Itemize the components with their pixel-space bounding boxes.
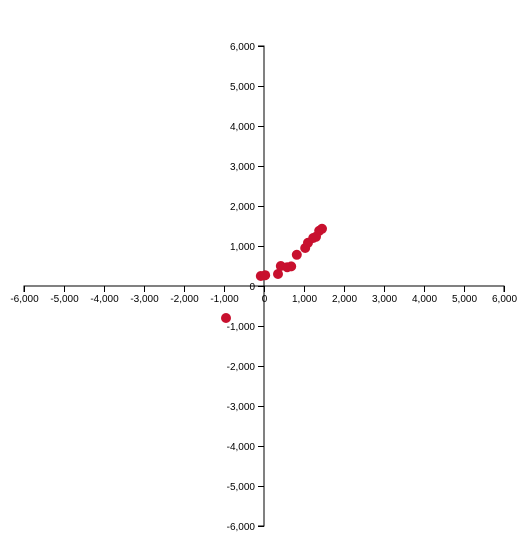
x-tick-label: -2,000	[170, 294, 199, 305]
x-tick-label: -3,000	[130, 294, 159, 305]
data-point	[286, 261, 297, 272]
x-tick-label: -4,000	[90, 294, 119, 305]
y-tick-label: 3,000	[230, 162, 255, 173]
x-tick-label: -5,000	[50, 294, 79, 305]
y-tick-label: -2,000	[227, 362, 256, 373]
x-tick-label: 0	[262, 294, 268, 305]
data-points	[221, 223, 327, 323]
y-tick-label: -4,000	[227, 442, 256, 453]
y-tick-label: 2,000	[230, 202, 255, 213]
data-point	[273, 269, 283, 279]
data-point	[221, 313, 231, 323]
x-axis: -6,000 -5,000 -4,000 -3,000 -2,000 -1,000 0 1,0…	[10, 285, 517, 305]
y-tick-label: 5,000	[230, 82, 255, 93]
x-tick-label: -1,000	[210, 294, 239, 305]
data-point	[260, 270, 271, 281]
x-tick-label: -6,000	[10, 294, 39, 305]
data-point	[317, 223, 327, 234]
y-axis: -6,000 -5,000 -4,000 -3,000 -2,000 -1,000 0 1,0…	[227, 42, 265, 533]
data-point	[291, 249, 302, 260]
y-tick-label: -3,000	[227, 402, 256, 413]
x-tick-label: 5,000	[452, 294, 477, 305]
y-tick-label: -6,000	[227, 522, 256, 533]
y-tick-label: 0	[249, 282, 255, 293]
y-tick-label: -5,000	[227, 482, 256, 493]
y-tick-label: -1,000	[227, 322, 256, 333]
x-tick-label: 1,000	[292, 294, 317, 305]
x-tick-label: 4,000	[412, 294, 437, 305]
x-tick-label: 3,000	[372, 294, 397, 305]
x-tick-label: 2,000	[332, 294, 357, 305]
y-tick-label: 4,000	[230, 122, 255, 133]
y-tick-label: 1,000	[230, 242, 255, 253]
x-tick-label: 6,000	[492, 294, 517, 305]
y-tick-label: 6,000	[230, 42, 255, 53]
